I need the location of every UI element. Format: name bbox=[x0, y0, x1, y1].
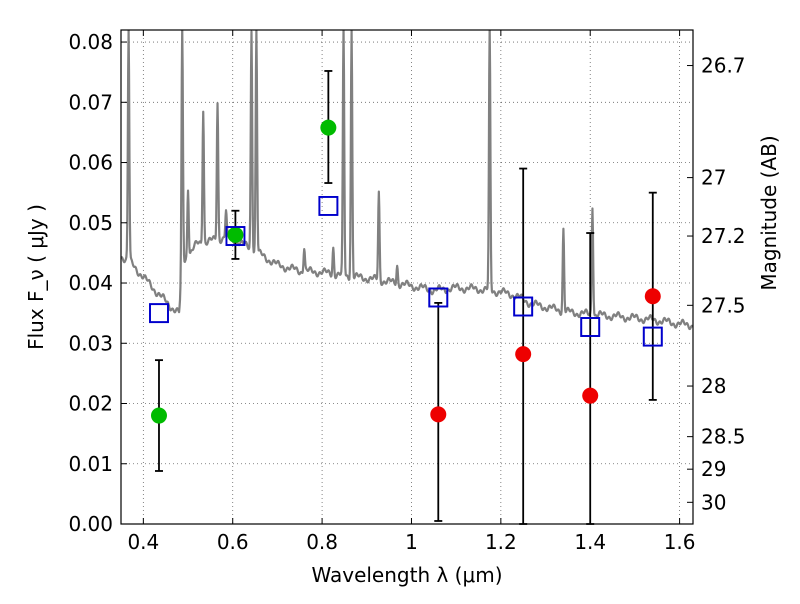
y-tick-label: 0.04 bbox=[68, 271, 113, 295]
measured-point-red bbox=[515, 346, 532, 363]
y-tick-label: 0.06 bbox=[68, 151, 113, 175]
measured-point-green bbox=[227, 226, 244, 243]
y-tick-label: 0.05 bbox=[68, 211, 113, 235]
x-tick-label: 0.6 bbox=[217, 530, 249, 554]
magnitude-tick-label: 30 bbox=[701, 490, 726, 514]
y-tick-label: 0.07 bbox=[68, 90, 113, 114]
model-spectrum-line bbox=[121, 30, 693, 331]
x-axis-label: Wavelength λ (μm) bbox=[311, 563, 502, 587]
axes-layer: 0.4 0.6 0.8 1 1.2 1.4 1.6 0.00 0.01 0.02 0.03 0.04 0… bbox=[68, 29, 746, 554]
marks-layer bbox=[149, 70, 663, 525]
x-tick-label: 1.6 bbox=[664, 530, 696, 554]
y-tick-label: 0.01 bbox=[68, 452, 113, 476]
plot-frame bbox=[120, 29, 694, 525]
model-box-point-outline bbox=[642, 326, 663, 347]
y-axis-label-right: Magnitude (AB) bbox=[757, 135, 781, 290]
y-tick-label: 0.03 bbox=[68, 331, 113, 355]
model-box-point bbox=[318, 196, 339, 216]
model-box-point-outline bbox=[318, 196, 339, 216]
magnitude-tick-label: 28.5 bbox=[701, 425, 746, 449]
magnitude-tick-label: 27.5 bbox=[701, 293, 746, 317]
spectrum-layer bbox=[121, 30, 693, 331]
model-box-point-outline bbox=[513, 296, 534, 317]
x-tick-label: 1 bbox=[405, 530, 418, 554]
measured-point-red bbox=[582, 387, 599, 404]
magnitude-tick-label: 27 bbox=[701, 166, 726, 190]
measured-point-green bbox=[150, 407, 167, 424]
model-box-point-outline bbox=[149, 303, 169, 324]
y-tick-label: 0.02 bbox=[68, 392, 113, 416]
x-tick-label: 1.2 bbox=[485, 530, 517, 554]
y-axis-label-left: Flux F_ν ( μJy ) bbox=[24, 204, 48, 350]
model-box-point-outline bbox=[225, 226, 246, 246]
y-tick-label: 0.08 bbox=[68, 30, 113, 54]
grid-layer bbox=[121, 30, 693, 525]
x-tick-label: 1.4 bbox=[574, 530, 606, 554]
magnitude-tick-label: 26.7 bbox=[701, 54, 746, 78]
model-box-point bbox=[149, 303, 169, 324]
measured-point-red bbox=[430, 406, 447, 423]
measured-point-green bbox=[320, 119, 337, 136]
y-tick-label: 0.00 bbox=[68, 512, 113, 536]
model-box-point-outline bbox=[428, 287, 449, 308]
magnitude-tick-label: 27.2 bbox=[701, 224, 746, 248]
magnitude-tick-label: 28 bbox=[701, 374, 726, 398]
x-tick-label: 0.8 bbox=[306, 530, 338, 554]
model-box-point-outline bbox=[580, 317, 601, 337]
magnitude-tick-label: 29 bbox=[701, 457, 726, 481]
measured-point-red bbox=[644, 288, 661, 305]
x-tick-label: 0.4 bbox=[127, 530, 159, 554]
